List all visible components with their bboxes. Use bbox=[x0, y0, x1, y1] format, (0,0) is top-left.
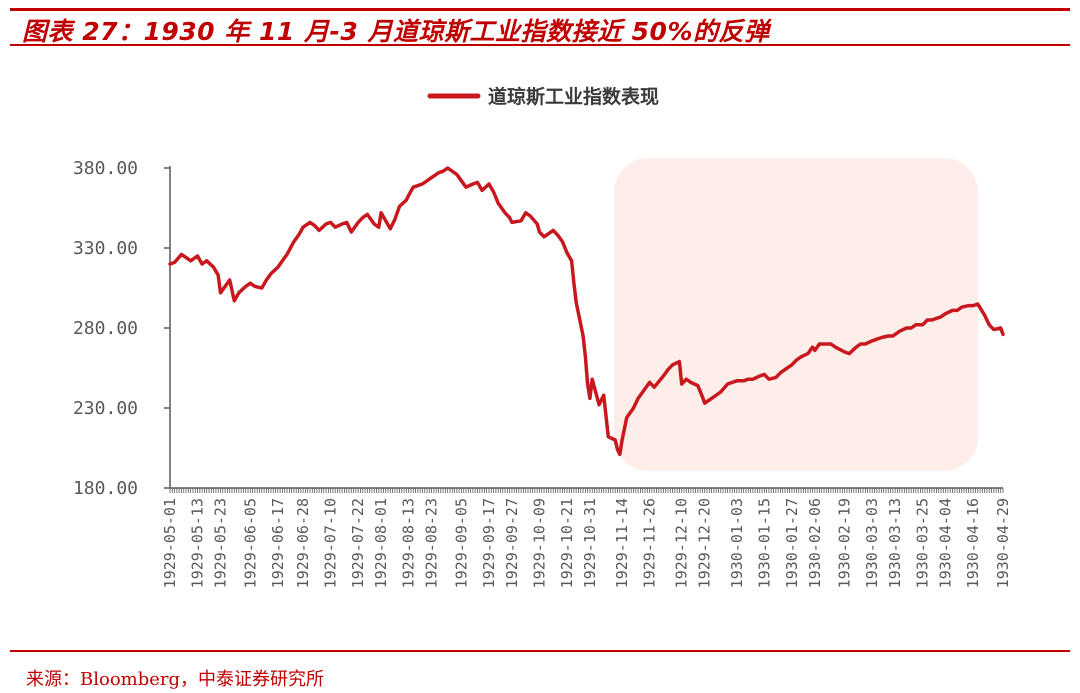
x-tick-label: 1930-03-25 bbox=[914, 498, 932, 588]
series-layer bbox=[168, 166, 1005, 457]
y-tick-label: 330.00 bbox=[73, 238, 138, 259]
x-tick-label: 1929-08-01 bbox=[372, 498, 390, 588]
header-rule-top bbox=[10, 8, 1070, 11]
y-tick-label: 280.00 bbox=[73, 318, 138, 339]
x-tick-label: 1929-12-10 bbox=[673, 498, 691, 588]
x-tick-label: 1929-10-31 bbox=[581, 498, 599, 588]
highlight-region-layer bbox=[614, 158, 978, 471]
x-tick-label: 1929-06-28 bbox=[294, 498, 312, 588]
x-tick-label: 1929-12-20 bbox=[696, 498, 714, 588]
figure-title: 图表 27：1930 年 11 月-3 月道琼斯工业指数接近 50%的反弹 bbox=[22, 17, 770, 46]
x-tick-label: 1930-02-19 bbox=[836, 498, 854, 588]
x-tick-label: 1929-07-10 bbox=[322, 498, 340, 588]
header-rule-bottom bbox=[10, 44, 1070, 46]
x-tick-label: 1929-07-22 bbox=[349, 498, 367, 588]
x-tick-label: 1929-10-21 bbox=[558, 498, 576, 588]
x-tick-label: 1930-04-04 bbox=[937, 498, 955, 588]
highlight-region bbox=[614, 158, 978, 471]
x-tick-label: 1930-02-06 bbox=[806, 498, 824, 588]
x-tick-label: 1929-09-05 bbox=[452, 498, 470, 588]
x-tick-label: 1929-08-23 bbox=[423, 498, 441, 588]
legend-label: 道琼斯工业指数表现 bbox=[488, 85, 659, 108]
x-tick-label: 1930-01-27 bbox=[783, 498, 801, 588]
series-line bbox=[168, 166, 1005, 457]
x-tick-label: 1930-04-16 bbox=[964, 498, 982, 588]
x-tick-label: 1929-08-13 bbox=[400, 498, 418, 588]
line-chart: 380.00 330.00 280.00 230.00 180.00 1929-05-01… bbox=[73, 85, 1012, 588]
x-tick-label: 1929-06-17 bbox=[269, 498, 287, 588]
x-tick-label: 1930-04-29 bbox=[994, 498, 1012, 588]
x-tick-label: 1929-09-17 bbox=[480, 498, 498, 588]
x-tick-label: 1929-05-23 bbox=[211, 498, 229, 588]
x-tick-label: 1929-10-09 bbox=[530, 498, 548, 588]
x-tick-label: 1929-11-26 bbox=[641, 498, 659, 588]
axis-layer: 380.00 330.00 280.00 230.00 180.00 1929-05-01… bbox=[73, 158, 1012, 588]
y-tick-label: 230.00 bbox=[73, 398, 138, 419]
y-tick-label: 180.00 bbox=[73, 478, 138, 499]
x-tick-label: 1929-09-27 bbox=[503, 498, 521, 588]
x-tick-label: 1929-06-05 bbox=[241, 498, 259, 588]
source-note: 来源：Bloomberg，中泰证券研究所 bbox=[26, 669, 325, 690]
x-tick-label: 1929-05-01 bbox=[161, 498, 179, 588]
footer-rule bbox=[10, 650, 1070, 652]
x-tick-label: 1930-01-03 bbox=[728, 498, 746, 588]
x-tick-label: 1929-05-13 bbox=[189, 498, 207, 588]
x-tick-label: 1930-03-13 bbox=[886, 498, 904, 588]
x-tick-label: 1929-11-14 bbox=[613, 498, 631, 588]
y-tick-label: 380.00 bbox=[73, 158, 138, 179]
x-tick-label: 1930-03-03 bbox=[863, 498, 881, 588]
legend: 道琼斯工业指数表现 bbox=[427, 85, 659, 108]
x-tick-label: 1930-01-15 bbox=[755, 498, 773, 588]
